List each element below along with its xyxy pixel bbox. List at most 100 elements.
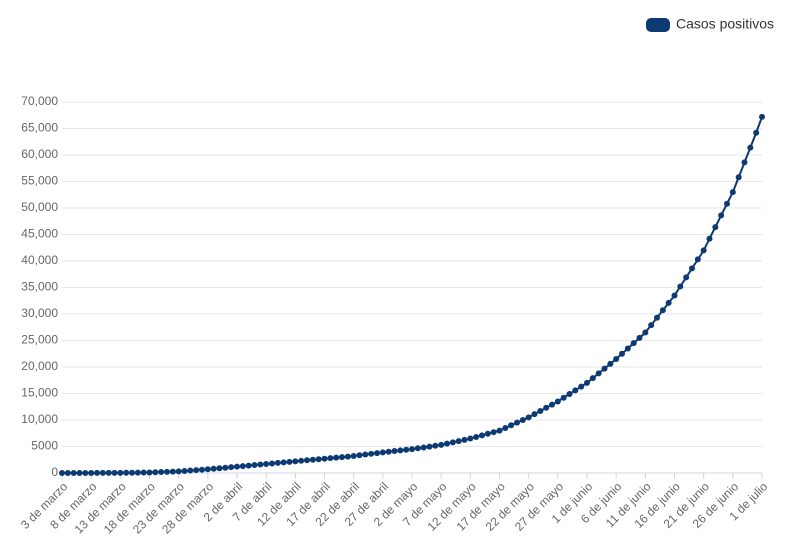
point — [525, 414, 532, 421]
point — [619, 350, 625, 357]
point — [467, 435, 474, 442]
point — [595, 370, 602, 377]
point — [514, 419, 520, 426]
legend-swatch — [646, 18, 670, 32]
point — [689, 265, 695, 272]
y-tick-label: 60,000 — [21, 147, 58, 161]
y-tick-label: 15,000 — [21, 386, 58, 400]
point — [397, 447, 404, 454]
point — [385, 448, 392, 455]
y-tick-label: 10,000 — [21, 412, 58, 426]
point — [105, 469, 112, 476]
point — [315, 456, 322, 463]
point — [712, 224, 719, 231]
legend-label: Casos positivos — [676, 16, 774, 32]
point — [239, 463, 246, 470]
point — [648, 322, 655, 329]
y-tick-label: 35,000 — [21, 280, 58, 294]
point — [70, 469, 77, 476]
point — [455, 438, 462, 445]
point — [654, 314, 660, 321]
point — [578, 383, 585, 390]
point — [339, 454, 345, 461]
point — [683, 274, 690, 281]
point — [333, 454, 340, 461]
y-tick-label: 50,000 — [21, 200, 58, 214]
point — [613, 356, 620, 363]
point — [88, 469, 95, 476]
point — [589, 375, 596, 382]
point — [269, 460, 275, 467]
y-tick-label: 20,000 — [21, 359, 58, 373]
point — [607, 360, 614, 367]
point — [263, 460, 270, 467]
point — [729, 189, 736, 196]
point — [379, 449, 386, 456]
point — [280, 459, 287, 466]
point — [554, 398, 561, 405]
point — [438, 441, 445, 448]
point — [735, 174, 742, 181]
point — [741, 159, 748, 166]
point — [117, 469, 124, 476]
point — [222, 464, 229, 471]
point — [409, 446, 415, 453]
point — [403, 446, 410, 453]
point — [665, 299, 672, 306]
point — [700, 247, 707, 254]
point — [169, 468, 176, 475]
point — [543, 404, 550, 411]
y-tick-label: 25,000 — [21, 333, 58, 347]
point — [304, 457, 310, 464]
point — [531, 411, 538, 418]
point — [694, 256, 701, 263]
point — [175, 468, 182, 475]
point — [630, 340, 637, 347]
point — [111, 469, 118, 476]
point — [724, 200, 730, 207]
point — [146, 469, 153, 476]
point — [490, 429, 497, 436]
point — [508, 422, 515, 429]
point — [187, 467, 194, 474]
point — [274, 459, 281, 466]
point — [420, 444, 427, 451]
point — [572, 387, 579, 394]
point — [747, 144, 754, 151]
point — [444, 440, 450, 447]
point — [566, 391, 573, 398]
point — [199, 466, 205, 473]
point — [484, 430, 491, 437]
y-tick-label: 0 — [51, 465, 58, 479]
y-tick-label: 5000 — [31, 439, 58, 453]
y-tick-label: 45,000 — [21, 227, 58, 241]
point — [298, 457, 305, 464]
point — [158, 469, 165, 476]
point — [461, 436, 468, 443]
point — [82, 469, 89, 476]
point — [560, 394, 567, 401]
point — [584, 379, 590, 386]
point — [502, 424, 509, 431]
point — [134, 469, 141, 476]
point — [479, 432, 485, 439]
point — [473, 433, 480, 440]
point — [140, 469, 147, 476]
point — [753, 129, 760, 136]
point — [601, 365, 608, 372]
point — [432, 442, 439, 449]
point — [659, 307, 666, 314]
point — [449, 439, 456, 446]
point — [321, 455, 328, 462]
point — [193, 467, 200, 474]
point — [549, 401, 555, 408]
point — [671, 292, 678, 299]
point — [257, 461, 264, 468]
point — [228, 464, 235, 471]
point — [164, 468, 170, 475]
point — [204, 466, 211, 473]
point — [624, 345, 631, 352]
point — [251, 462, 258, 469]
point — [496, 427, 503, 434]
point — [129, 469, 135, 476]
